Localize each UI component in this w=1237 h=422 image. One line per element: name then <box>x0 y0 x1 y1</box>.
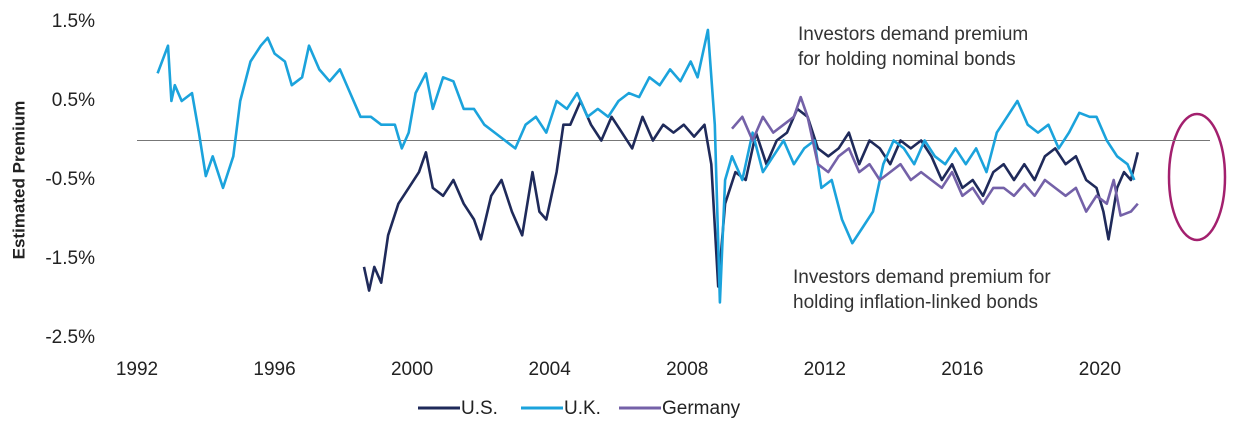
x-tick-label: 2012 <box>804 359 846 380</box>
x-tick-label: 1996 <box>253 359 295 380</box>
x-tick-label: 2004 <box>529 359 572 380</box>
highlight-ellipse <box>1167 112 1227 242</box>
series-line <box>731 95 1139 217</box>
x-tick-label: 2008 <box>666 359 708 380</box>
x-tick-label: 1992 <box>116 359 158 380</box>
legend-label: U.K. <box>564 398 601 419</box>
x-tick-label: 2000 <box>391 359 433 380</box>
y-tick-label: -2.5% <box>45 327 95 348</box>
x-tick-label: 2016 <box>941 359 983 380</box>
y-tick-label: -0.5% <box>45 169 95 190</box>
x-tick-label: 2020 <box>1079 359 1121 380</box>
y-tick-label: -1.5% <box>45 248 95 269</box>
annotation: for holding nominal bonds <box>798 49 1016 70</box>
legend-label: Germany <box>662 398 741 419</box>
series-line <box>156 28 1136 304</box>
annotation: Investors demand premium for <box>793 267 1051 288</box>
y-tick-label: 1.5% <box>52 11 95 32</box>
annotation: Investors demand premium <box>798 24 1028 45</box>
annotation: holding inflation-linked bonds <box>793 292 1038 313</box>
legend-label: U.S. <box>461 398 498 419</box>
series-line <box>362 99 1140 292</box>
y-axis-label: Estimated Premium <box>9 101 28 260</box>
y-tick-label: 0.5% <box>52 90 95 111</box>
